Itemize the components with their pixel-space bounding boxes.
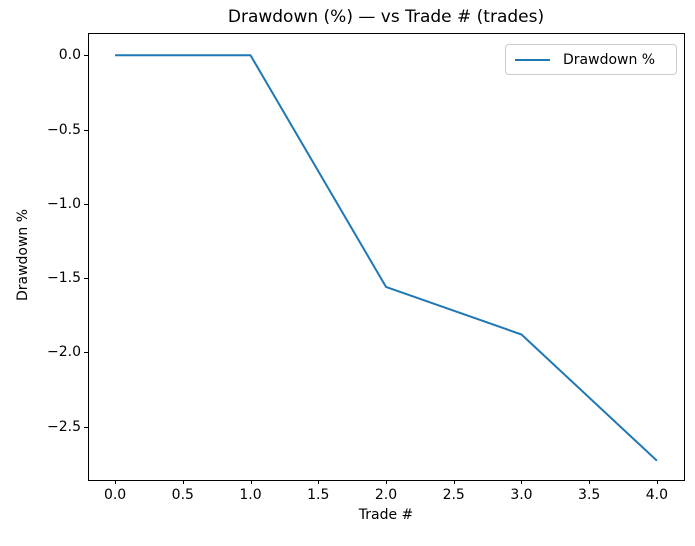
x-axis-label: Trade #: [358, 507, 414, 523]
x-tick-label: 1.5: [307, 487, 330, 503]
x-tick-label: 2.5: [442, 487, 465, 503]
x-tick-label: 0.0: [103, 487, 127, 503]
plot-border: [88, 33, 685, 481]
drawdown-line: [115, 54, 658, 462]
legend-label: Drawdown %: [563, 51, 656, 68]
chart-title: Drawdown (%) — vs Trade # (trades): [227, 7, 545, 27]
tick-marks: [84, 55, 658, 484]
y-tick-label: −1.5: [47, 270, 81, 287]
x-tick-label: 2.0: [374, 487, 398, 503]
x-tick-label: 3.0: [510, 487, 533, 503]
y-tick-label: −2.5: [47, 418, 81, 435]
x-tick-label: 3.5: [578, 487, 601, 503]
y-tick-label: −2.0: [47, 344, 81, 361]
x-tick-label: 4.0: [645, 487, 669, 503]
y-tick-label: 0.0: [58, 47, 81, 64]
legend-line-sample-icon: [515, 58, 550, 61]
x-tick-label: 1.0: [239, 487, 262, 503]
y-tick-label: −0.5: [47, 121, 81, 138]
y-tick-label: −1.0: [47, 195, 81, 212]
x-tick-label: 0.5: [171, 487, 194, 503]
legend: Drawdown %: [505, 44, 677, 75]
y-axis-label: Drawdown %: [15, 208, 31, 302]
